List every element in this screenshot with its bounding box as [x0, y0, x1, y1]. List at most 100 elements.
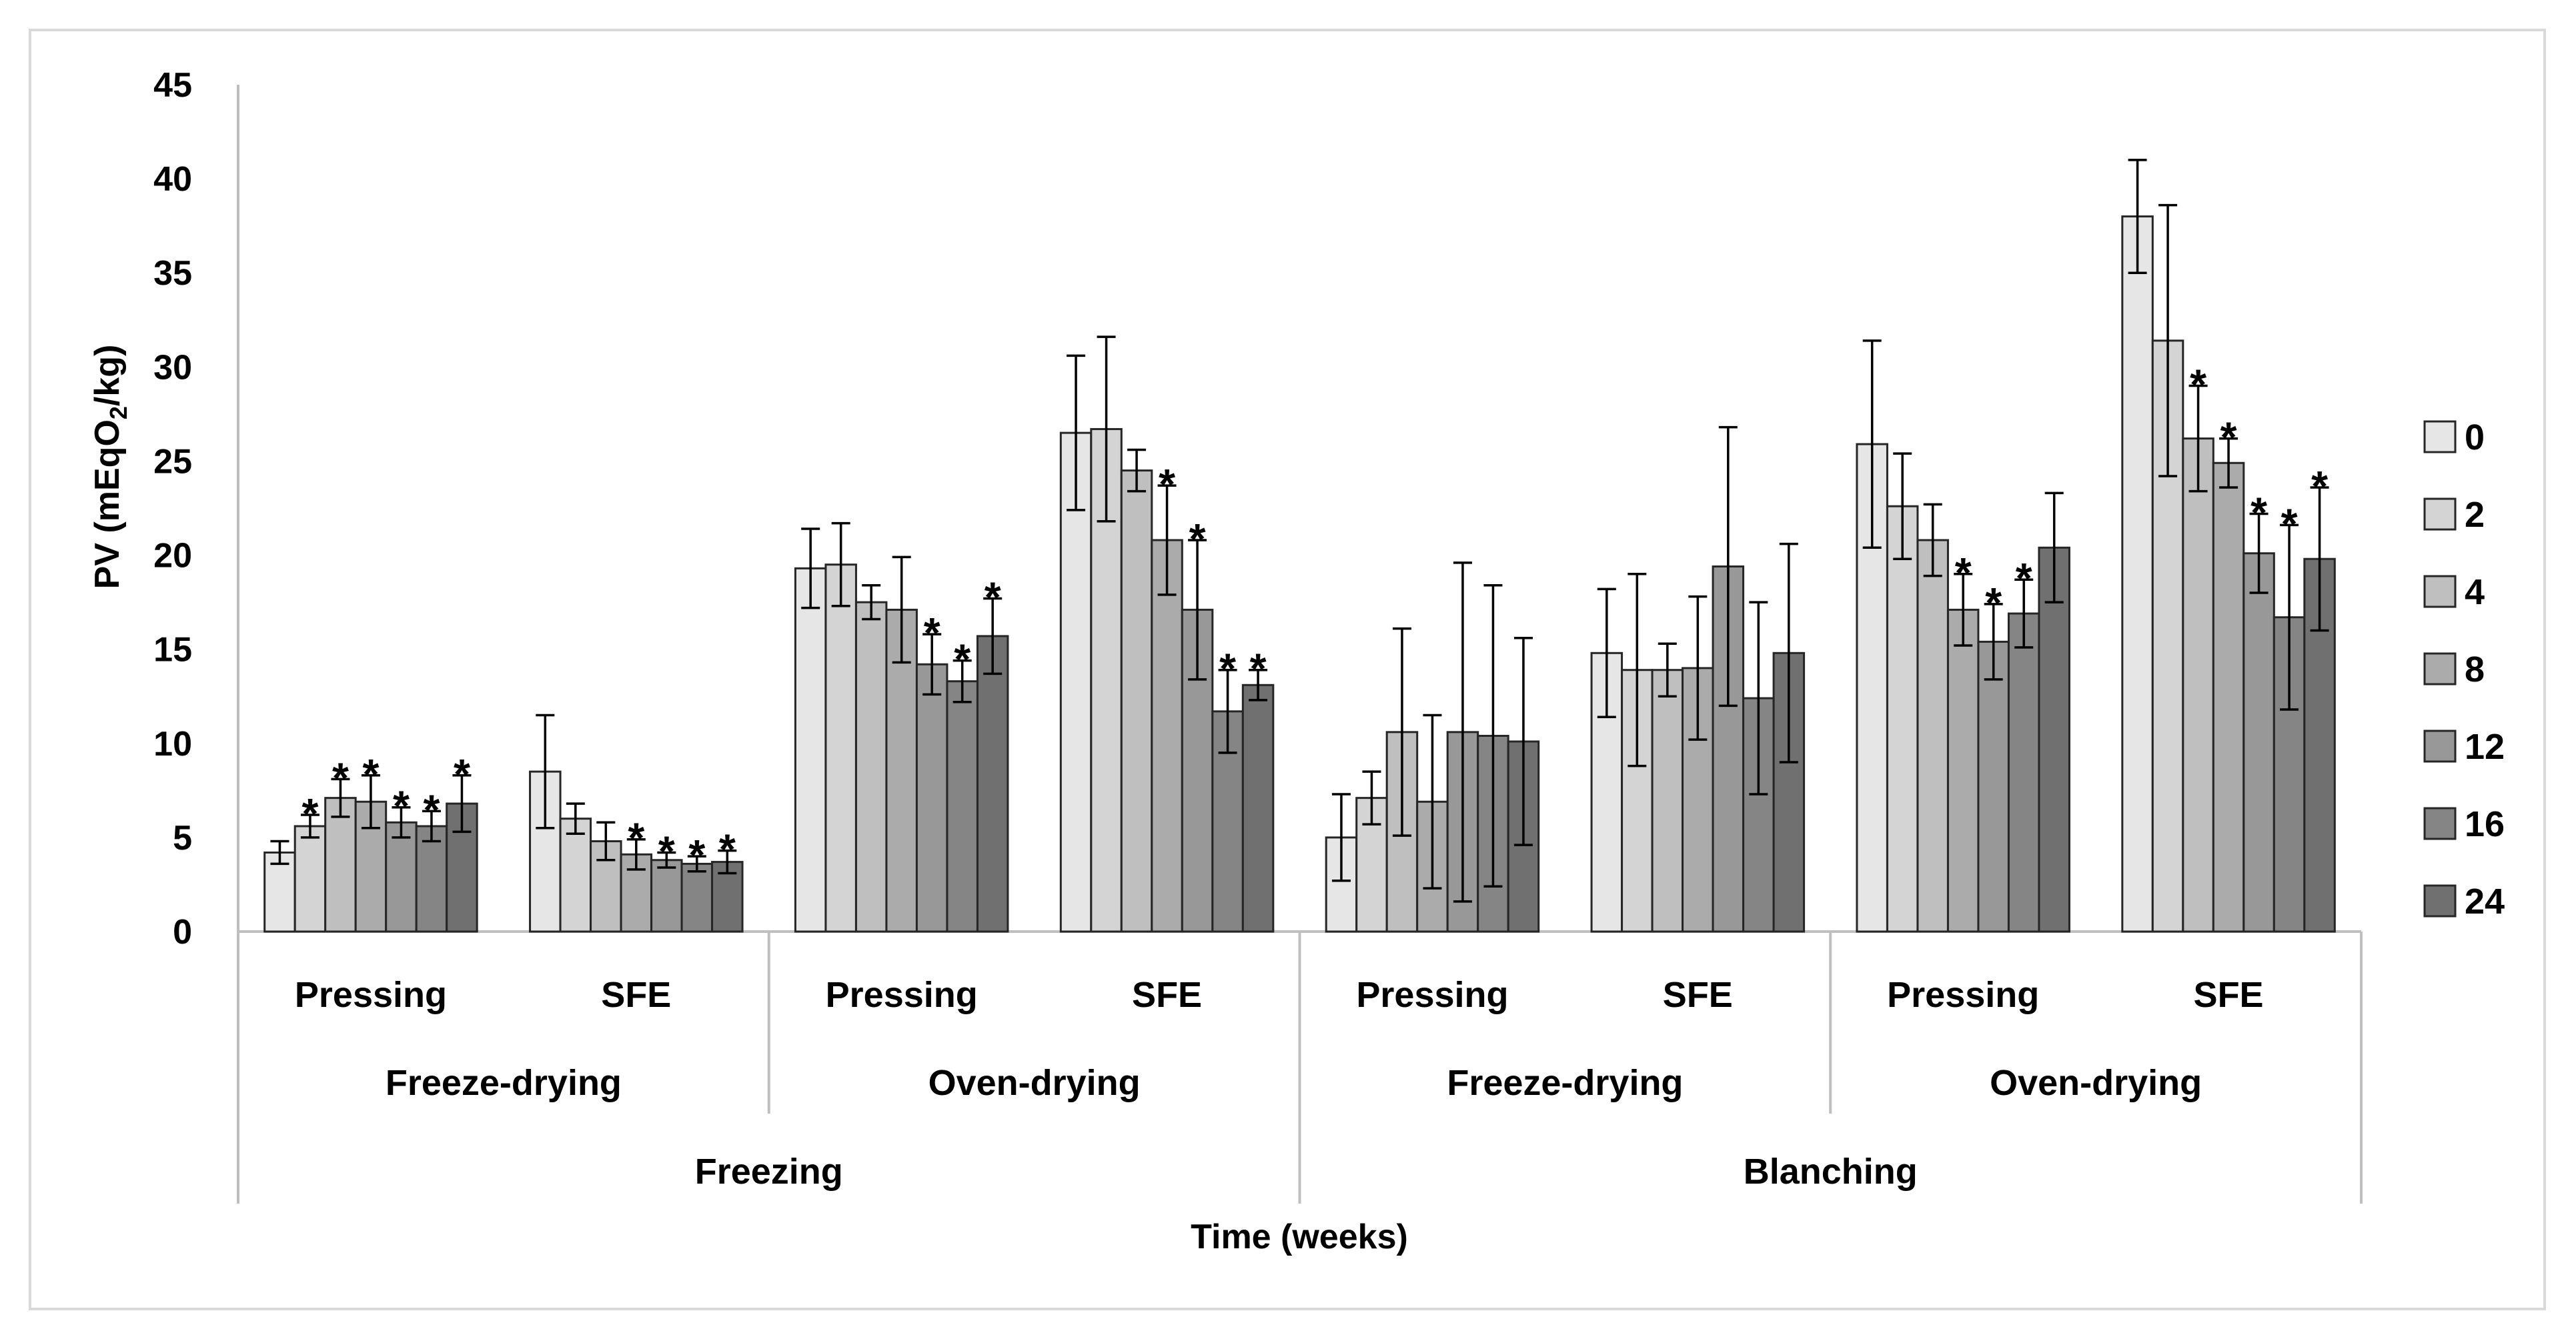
bar [1946, 608, 1980, 933]
significance-star: * [454, 750, 470, 798]
legend-label: 12 [2465, 727, 2505, 767]
category-label: Pressing [295, 975, 447, 1015]
bar [946, 680, 979, 933]
legend-swatch [2423, 497, 2457, 531]
bar [385, 821, 418, 933]
significance-star: * [1159, 460, 1175, 508]
bar [559, 818, 592, 933]
category-label: SFE [1132, 975, 1202, 1015]
y-axis-ticks: 0 5 10 15 20 25 30 35 40 45 [153, 66, 192, 952]
significance-star: * [954, 635, 971, 684]
bar [1916, 539, 1949, 933]
legend-swatch [2423, 652, 2457, 686]
significance-star: * [1955, 549, 1972, 597]
bar [2212, 461, 2245, 933]
significance-star: * [924, 609, 940, 657]
legend-swatch [2423, 807, 2457, 840]
y-tick-label: 40 [153, 160, 192, 199]
significance-markers: * * * * * * * * * * * * * * * * * * * * * * * * * [301, 361, 2328, 880]
legend-label: 0 [2465, 417, 2485, 457]
bar [854, 601, 888, 933]
bar [794, 567, 827, 933]
significance-star: * [2016, 554, 2032, 602]
y-tick-label: 45 [153, 66, 192, 105]
bar [1651, 669, 1684, 933]
y-tick-label: 5 [173, 819, 192, 858]
outer-group-label: Freezing [695, 1152, 843, 1192]
bar [824, 563, 857, 933]
legend-swatch [2423, 730, 2457, 763]
significance-star: * [658, 827, 675, 875]
error-bars [270, 159, 2329, 903]
bar [2007, 612, 2040, 933]
significance-star: * [985, 573, 1001, 621]
category-label: Pressing [1356, 975, 1508, 1015]
y-tick-label: 25 [153, 442, 192, 481]
legend-swatch [2423, 884, 2457, 918]
bar [915, 663, 948, 933]
bar [1151, 539, 1183, 933]
significance-star: * [332, 754, 349, 802]
bar [1977, 640, 2010, 933]
significance-star: * [688, 831, 705, 879]
bar [293, 825, 327, 933]
legend-swatch [2423, 420, 2457, 453]
bar [2121, 215, 2154, 933]
category-label: SFE [601, 975, 671, 1015]
bar [2038, 546, 2070, 933]
y-axis-title-unit: /kg) [88, 345, 127, 406]
y-axis-title: PV (mEqO2/kg) [88, 345, 132, 589]
category-label: SFE [2194, 975, 2264, 1015]
middle-group-label: Oven-drying [1990, 1063, 2202, 1103]
bar [1120, 469, 1153, 933]
bar [1886, 505, 1919, 933]
bar [2182, 437, 2214, 933]
significance-star: * [2250, 488, 2267, 536]
y-tick-label: 0 [173, 913, 192, 952]
significance-star: * [2220, 413, 2237, 461]
category-label: Pressing [1887, 975, 2039, 1015]
legend-label: 2 [2465, 495, 2485, 535]
legend-swatch [2423, 575, 2457, 608]
x-axis-category-labels: Pressing SFE Pressing SFE Pressing SFE Pressin… [295, 975, 2264, 1192]
x-axis-title: Time (weeks) [1191, 1218, 1408, 1256]
significance-star: * [2281, 499, 2298, 547]
significance-star: * [1250, 645, 1267, 693]
significance-star: * [301, 790, 318, 838]
significance-star: * [393, 782, 410, 830]
bar [976, 635, 1009, 933]
significance-star: * [719, 826, 736, 874]
bar [1241, 684, 1275, 933]
y-tick-label: 30 [153, 348, 192, 387]
significance-star: * [2311, 462, 2328, 510]
legend-label: 8 [2465, 649, 2485, 690]
bar [263, 851, 296, 933]
middle-group-label: Freeze-drying [386, 1063, 622, 1103]
bar [1059, 431, 1093, 933]
y-axis-title-subscript: 2 [105, 406, 132, 419]
y-tick-label: 10 [153, 725, 192, 764]
y-tick-label: 35 [153, 254, 192, 293]
legend-label: 4 [2465, 572, 2485, 612]
category-label: Pressing [826, 975, 978, 1015]
significance-star: * [1189, 515, 1206, 563]
legend-label: 16 [2465, 804, 2505, 844]
legend-label: 24 [2465, 882, 2505, 922]
y-axis-title-main: PV (mEqO [88, 419, 127, 589]
middle-group-label: Oven-drying [928, 1063, 1141, 1103]
bar [2242, 552, 2275, 933]
significance-star: * [1985, 579, 2002, 627]
significance-star: * [362, 750, 379, 798]
significance-star: * [1219, 645, 1236, 693]
y-tick-label: 15 [153, 631, 192, 670]
bar [324, 797, 357, 933]
significance-star: * [2190, 361, 2206, 409]
y-tick-label: 20 [153, 537, 192, 575]
outer-group-label: Blanching [1744, 1152, 1918, 1192]
significance-star: * [628, 814, 644, 862]
middle-group-label: Freeze-drying [1447, 1063, 1683, 1103]
significance-star: * [423, 786, 440, 834]
category-label: SFE [1663, 975, 1733, 1015]
